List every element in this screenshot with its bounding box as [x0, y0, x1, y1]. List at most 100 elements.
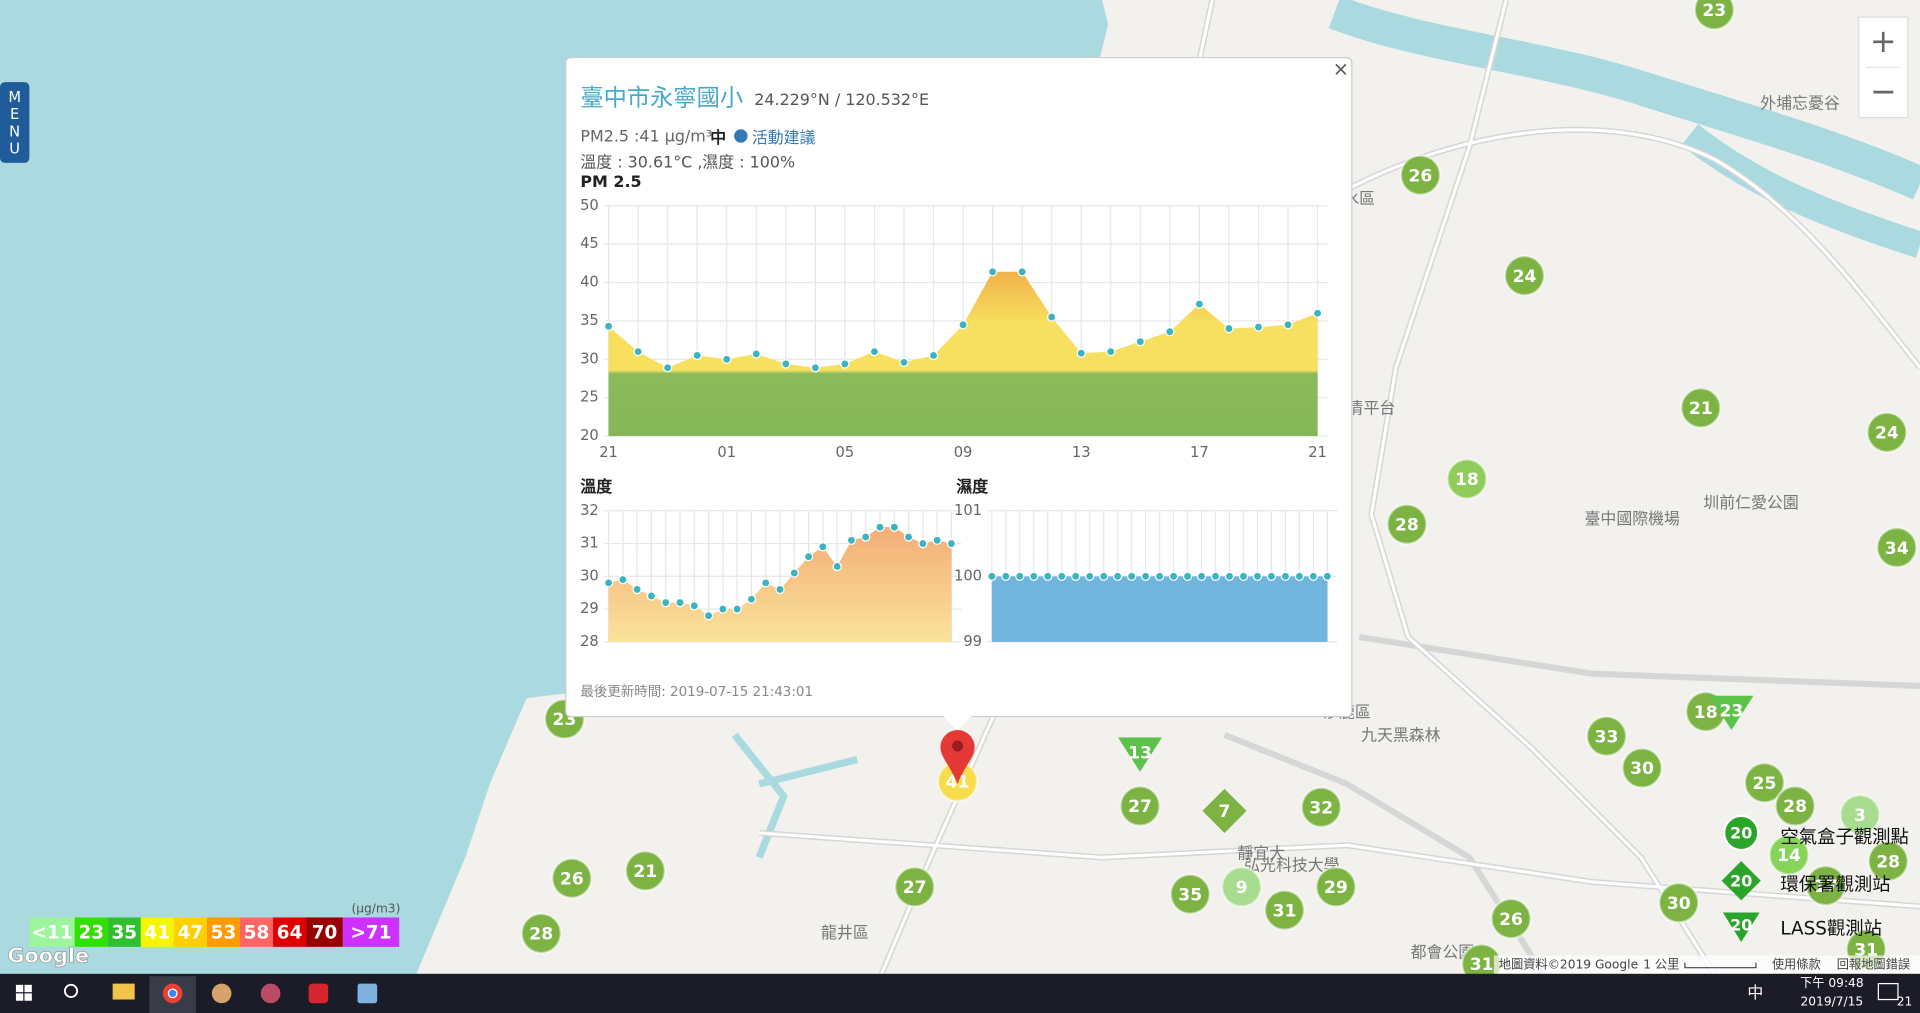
- station-marker[interactable]: 14: [1768, 834, 1810, 876]
- station-marker[interactable]: 30: [1657, 881, 1700, 924]
- station-marker[interactable]: 33: [1585, 715, 1628, 757]
- data-point: [932, 535, 942, 545]
- marker-shape: [1866, 411, 1908, 454]
- station-marker[interactable]: 32: [1300, 786, 1343, 829]
- y-tick-label: 32: [580, 502, 599, 519]
- advice-link[interactable]: 活動建議: [752, 128, 816, 147]
- y-tick-label: 31: [580, 535, 599, 552]
- clock-date[interactable]: 2019/7/15: [1800, 994, 1863, 1008]
- y-tick-label: 50: [580, 197, 599, 214]
- station-marker[interactable]: 34: [1875, 526, 1918, 569]
- legend-swatch: [29, 917, 75, 947]
- app-icon[interactable]: [260, 983, 281, 1004]
- marker-shape: [1117, 737, 1163, 772]
- data-point: [903, 532, 914, 542]
- station-marker[interactable]: 26: [1399, 154, 1442, 196]
- marker-shape: [1399, 154, 1442, 196]
- y-tick-label: 28: [580, 633, 599, 650]
- data-point: [946, 538, 957, 549]
- station-marker[interactable]: 30: [1621, 747, 1663, 789]
- place-label: 清平台: [1348, 399, 1396, 418]
- logo-tile[interactable]: [24, 993, 32, 1001]
- station-marker[interactable]: 29: [1315, 866, 1357, 908]
- data-point: [1238, 571, 1249, 581]
- station-marker[interactable]: 21: [1680, 387, 1722, 429]
- station-marker[interactable]: 17: [1804, 864, 1847, 907]
- station-marker[interactable]: 25: [1743, 761, 1786, 804]
- pin-dot: [952, 740, 964, 752]
- station-marker[interactable]: 18: [1446, 458, 1488, 500]
- notification-icon[interactable]: [1877, 982, 1899, 1001]
- logo-tile[interactable]: [24, 984, 32, 993]
- place-label: 圳前仁愛公園: [1703, 493, 1798, 512]
- data-point: [1140, 571, 1151, 581]
- station-marker[interactable]: 26: [551, 857, 593, 900]
- data-point: [861, 532, 871, 542]
- legend-label: 53: [211, 922, 237, 943]
- search-icon[interactable]: [63, 983, 79, 998]
- clock-time[interactable]: 下午 09:48: [1800, 976, 1864, 990]
- station-marker[interactable]: 28: [1386, 503, 1428, 546]
- station-marker[interactable]: 9: [1220, 866, 1263, 908]
- menu-bg[interactable]: [0, 82, 30, 163]
- zoom-out[interactable]: −: [1870, 72, 1897, 110]
- legend-swatch: [74, 917, 108, 947]
- marker-shape: [1680, 387, 1722, 429]
- marker-shape: [1867, 840, 1909, 882]
- station-marker[interactable]: 23: [1693, 0, 1736, 31]
- logo-tile[interactable]: [15, 984, 24, 993]
- station-marker[interactable]: 13: [1117, 737, 1163, 772]
- marker-label: 25: [1753, 774, 1777, 794]
- data-point: [781, 359, 791, 369]
- ime-indicator[interactable]: 中: [1747, 983, 1763, 1002]
- explorer-icon[interactable]: [112, 983, 135, 1000]
- station-marker[interactable]: 24: [1503, 254, 1546, 297]
- footer-text[interactable]: 使用條款: [1772, 957, 1821, 972]
- close-button[interactable]: ×: [1333, 57, 1349, 80]
- data-point: [987, 267, 998, 277]
- marker-shape: [1875, 526, 1918, 569]
- data-point: [869, 346, 880, 357]
- marker-shape: [1621, 747, 1663, 789]
- data-point: [746, 594, 757, 604]
- legend-label: 41: [145, 922, 171, 943]
- station-marker[interactable]: 21: [624, 850, 667, 892]
- marker-label: 28: [1395, 515, 1419, 535]
- footer-text[interactable]: 回報地圖錯誤: [1837, 957, 1910, 972]
- station-marker[interactable]: 31: [1263, 889, 1306, 931]
- data-point: [1224, 571, 1235, 581]
- data-point: [1312, 308, 1323, 318]
- station-marker[interactable]: 28: [1867, 840, 1909, 882]
- app-icon[interactable]: [211, 983, 232, 1004]
- start-button[interactable]: [15, 984, 32, 1001]
- data-point: [618, 574, 628, 585]
- logo-tile[interactable]: [15, 993, 24, 1001]
- marker-label: 21: [1689, 399, 1713, 419]
- station-marker[interactable]: 26: [1490, 897, 1532, 940]
- station-marker[interactable]: 27: [1119, 785, 1161, 827]
- data-point: [718, 604, 728, 614]
- station-marker[interactable]: 27: [893, 866, 936, 908]
- data-point: [1210, 571, 1221, 581]
- marker-label: 21: [633, 862, 657, 882]
- station-marker[interactable]: 28: [520, 912, 563, 955]
- marker-label: 26: [1408, 166, 1432, 186]
- app-icon[interactable]: [308, 983, 329, 1004]
- marker-shape: [1657, 881, 1700, 924]
- marker-label: 26: [560, 869, 584, 889]
- station-marker[interactable]: 23: [1709, 695, 1754, 731]
- station-legend-label: 空氣盒子觀測點: [1780, 827, 1909, 848]
- x-tick-label: 13: [1072, 444, 1091, 461]
- station-marker[interactable]: 35: [1169, 873, 1212, 916]
- station-marker[interactable]: 3: [1839, 793, 1881, 836]
- station-marker[interactable]: 28: [1774, 785, 1816, 827]
- data-point: [689, 601, 699, 611]
- data-point: [603, 578, 614, 588]
- zoom-in[interactable]: +: [1870, 22, 1897, 60]
- marker-shape: [1119, 785, 1161, 827]
- station-marker[interactable]: 24: [1866, 411, 1908, 454]
- app-icon[interactable]: [357, 983, 378, 1004]
- marker-label: 28: [529, 925, 553, 945]
